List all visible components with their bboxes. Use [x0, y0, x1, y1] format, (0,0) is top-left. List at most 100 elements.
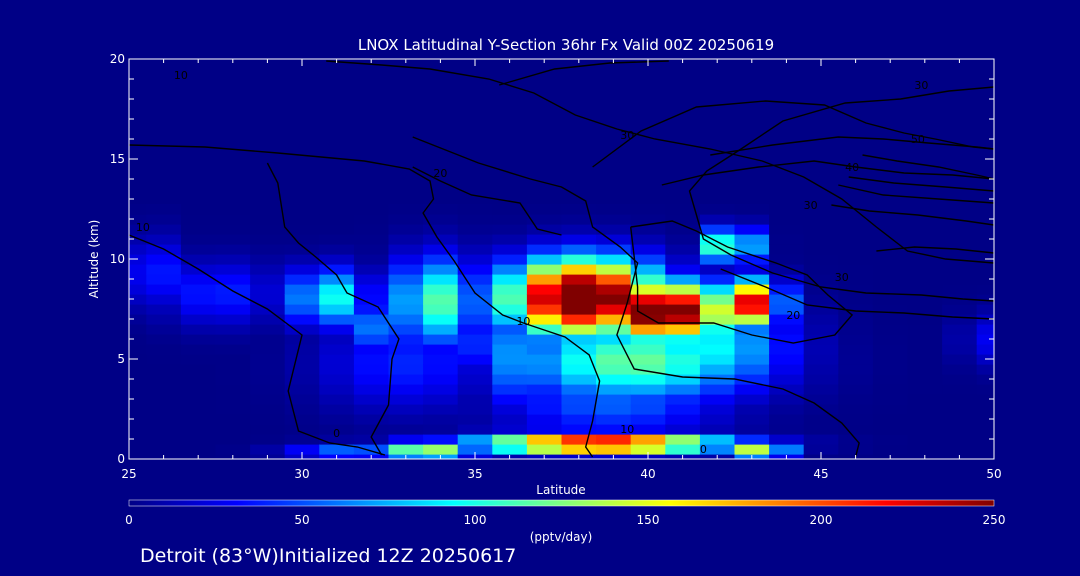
heat-cell	[976, 244, 994, 255]
heat-cell	[699, 394, 736, 405]
heat-cell	[976, 264, 994, 275]
heat-cell	[803, 304, 839, 315]
heat-cell	[699, 334, 736, 345]
heat-cell	[596, 304, 632, 315]
heat-cell	[838, 214, 874, 225]
heat-cell	[630, 444, 666, 455]
heat-cell	[838, 334, 874, 345]
contour-label: 30	[620, 129, 634, 142]
heat-cell	[388, 284, 424, 295]
heat-cell	[319, 234, 355, 245]
heat-cell	[596, 434, 632, 445]
heat-cell	[769, 414, 805, 425]
heat-cell	[734, 334, 770, 345]
heat-cell	[838, 444, 874, 455]
heat-cell	[803, 364, 839, 375]
heat-cell	[250, 314, 286, 325]
heat-cell	[388, 304, 424, 315]
heat-cell	[769, 254, 805, 265]
heat-cell	[907, 384, 943, 395]
heat-cell	[942, 404, 978, 415]
heat-cell	[872, 444, 909, 455]
contour-line	[848, 176, 994, 192]
heat-cell	[665, 414, 701, 425]
heat-cell	[734, 284, 770, 295]
heat-cell	[630, 384, 666, 395]
heat-cell	[526, 444, 563, 455]
heat-cell	[838, 424, 874, 435]
heat-cell	[734, 404, 770, 415]
heat-cell	[129, 374, 147, 385]
heat-cell	[319, 344, 355, 355]
heat-cell	[353, 244, 390, 255]
heat-cell	[388, 394, 424, 405]
colorbar-tick-label: 150	[637, 513, 660, 527]
heat-cell	[215, 254, 251, 265]
heat-cell	[596, 314, 632, 325]
heat-cell	[388, 364, 424, 375]
heat-cell	[838, 304, 874, 315]
heat-cell	[838, 314, 874, 325]
heat-cell	[734, 224, 770, 235]
contour-line	[499, 60, 669, 86]
x-tick-label: 50	[986, 467, 1001, 481]
heat-cell	[803, 384, 839, 395]
heat-cell	[526, 414, 563, 425]
heat-cell	[388, 374, 424, 385]
heat-cell	[319, 334, 355, 345]
heat-cell	[976, 424, 994, 435]
heat-cell	[976, 304, 994, 315]
heat-cell	[803, 244, 839, 255]
heat-cell	[284, 304, 320, 315]
heat-cell	[423, 214, 459, 225]
heat-cell	[734, 434, 770, 445]
heat-cell	[596, 254, 632, 265]
heat-cell	[492, 424, 528, 435]
contour-label: 20	[786, 309, 800, 322]
heat-cell	[284, 284, 320, 295]
heat-cell	[526, 424, 563, 435]
heat-cell	[838, 394, 874, 405]
heat-cell	[146, 414, 182, 425]
heatmap-field	[129, 204, 994, 459]
heat-cell	[457, 334, 493, 345]
heat-cell	[180, 204, 217, 215]
heat-cell	[146, 404, 182, 415]
heat-cell	[526, 234, 563, 245]
heat-cell	[284, 334, 320, 345]
heat-cell	[129, 394, 147, 405]
heat-cell	[769, 244, 805, 255]
x-tick-label: 25	[121, 467, 136, 481]
heat-cell	[353, 354, 390, 365]
heat-cell	[146, 314, 182, 325]
heat-cell	[907, 244, 943, 255]
heat-cell	[319, 284, 355, 295]
heat-cell	[526, 404, 563, 415]
heat-cell	[630, 264, 666, 275]
heat-cell	[146, 434, 182, 445]
contour-label: 50	[911, 133, 925, 146]
heat-cell	[907, 224, 943, 235]
heat-cell	[388, 244, 424, 255]
heat-cell	[942, 384, 978, 395]
heat-cell	[146, 444, 182, 455]
heat-cell	[907, 394, 943, 405]
colorbar	[128, 499, 995, 507]
heat-cell	[942, 224, 978, 235]
heat-cell	[284, 374, 320, 385]
heat-cell	[803, 344, 839, 355]
heat-cell	[803, 214, 839, 225]
heat-cell	[215, 204, 251, 215]
footer-caption: Detroit (83°W)Initialized 12Z 20250617	[140, 545, 516, 567]
heat-cell	[803, 324, 839, 335]
heat-cell	[146, 394, 182, 405]
heat-cell	[769, 314, 805, 325]
heat-cell	[872, 264, 909, 275]
heat-cell	[492, 234, 528, 245]
heat-cell	[146, 324, 182, 335]
heat-cell	[492, 224, 528, 235]
heat-cell	[872, 204, 909, 215]
heat-cell	[215, 274, 251, 285]
heat-cell	[129, 304, 147, 315]
heat-cell	[284, 364, 320, 375]
